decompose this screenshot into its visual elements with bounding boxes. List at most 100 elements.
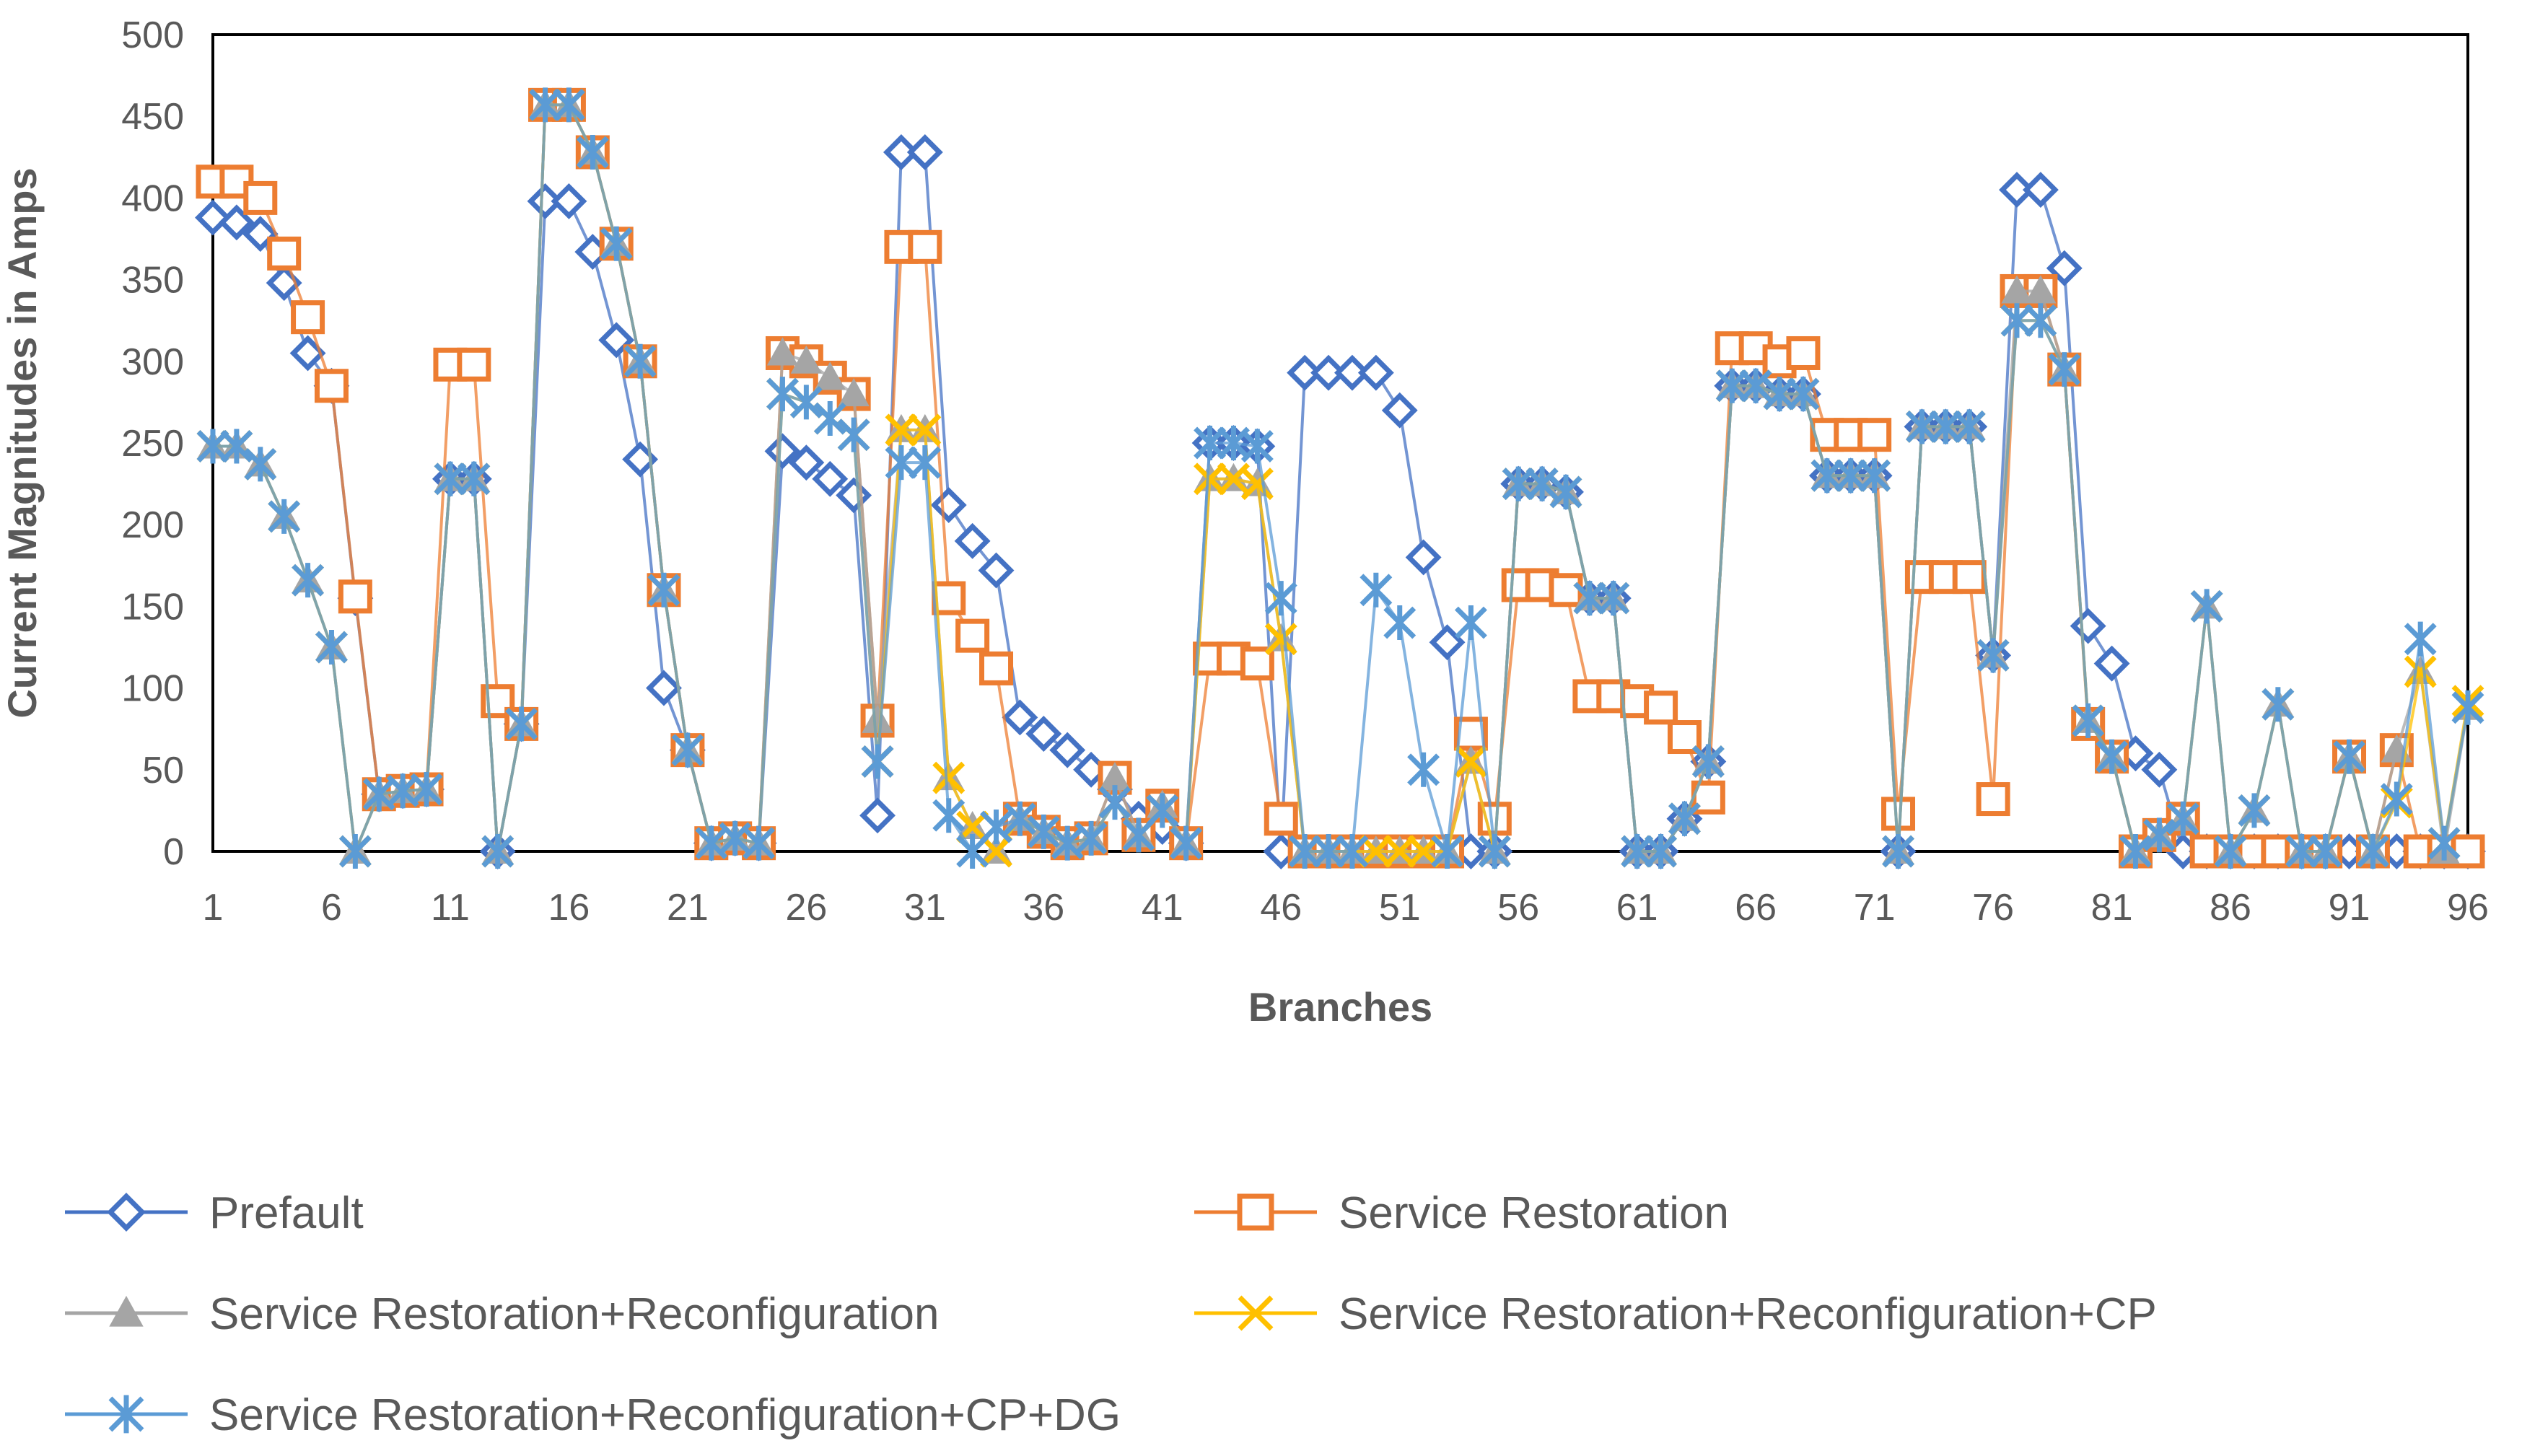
data-point (267, 236, 302, 271)
y-tick-label: 200 (121, 504, 184, 546)
data-point (576, 135, 609, 170)
y-axis-title: Current Magnitudes in Amps (0, 167, 45, 718)
data-point (932, 581, 966, 615)
data-point (1454, 745, 1487, 778)
data-point (2141, 751, 2178, 788)
data-point (930, 487, 967, 523)
x-tick-label: 31 (904, 887, 946, 929)
data-point (1407, 752, 1440, 787)
data-point (859, 797, 896, 834)
data-point (2048, 352, 2081, 387)
data-point (1098, 785, 1131, 820)
y-tick-label: 450 (121, 96, 184, 138)
legend-marker (107, 1193, 146, 1232)
data-point (2309, 834, 2342, 869)
y-tick-label: 150 (121, 586, 184, 628)
data-point (1359, 835, 1393, 868)
data-point (1454, 605, 1487, 641)
data-point (1668, 801, 1701, 836)
x-tick-label: 1 (203, 887, 224, 929)
data-point (2000, 303, 2033, 338)
data-point (434, 461, 467, 496)
data-point (1905, 409, 1938, 444)
data-point (766, 377, 799, 412)
data-point (671, 732, 704, 768)
legend-label: Service Restoration (1339, 1188, 1729, 1238)
data-point (1074, 820, 1108, 856)
data-point (1502, 466, 1535, 501)
data-point (908, 229, 942, 264)
data-point (906, 134, 943, 170)
x-tick-label: 11 (431, 887, 470, 929)
data-point (1834, 458, 1868, 494)
data-point (2285, 834, 2319, 869)
data-point (932, 761, 966, 794)
data-point (1359, 572, 1393, 608)
legend-marker (1237, 1193, 1274, 1231)
data-point (1786, 336, 1821, 370)
legend-item: Service Restoration+Reconfiguration+CP (1194, 1289, 2157, 1339)
data-point (2024, 303, 2057, 338)
data-point (1549, 573, 1583, 608)
data-point (1858, 458, 1891, 494)
data-point (1811, 458, 1844, 494)
data-point (218, 204, 255, 241)
x-tick-label: 51 (1379, 887, 1421, 929)
data-point (1573, 581, 1606, 616)
legend-marker (108, 1395, 144, 1434)
data-point (954, 522, 991, 559)
data-point (1597, 581, 1630, 616)
data-point (1549, 474, 1582, 509)
data-point (646, 670, 682, 706)
data-point (764, 433, 801, 470)
data-point (1525, 466, 1559, 501)
data-point (2166, 801, 2199, 836)
data-point (291, 300, 325, 335)
data-point (1929, 409, 1962, 444)
data-point (1763, 377, 1796, 412)
data-point (243, 180, 278, 215)
legend-marker (1238, 1295, 1274, 1331)
data-point (908, 445, 942, 481)
data-point (1407, 835, 1440, 868)
legend-label: Prefault (209, 1188, 364, 1238)
data-point (647, 572, 680, 608)
data-point (196, 429, 229, 464)
y-tick-label: 300 (121, 341, 184, 383)
series-line (213, 103, 2469, 857)
legend-label: Service Restoration+Reconfiguration+CP (1339, 1289, 2157, 1339)
x-axis-title: Branches (1248, 984, 1432, 1030)
data-point (1644, 690, 1678, 725)
data-point (1146, 793, 1179, 828)
data-point (838, 378, 870, 407)
data-point (1881, 797, 1916, 831)
data-point (836, 477, 872, 514)
data-point (813, 401, 846, 437)
data-point (220, 429, 253, 464)
y-tick-label: 50 (142, 750, 184, 791)
data-point (789, 385, 823, 420)
data-point (861, 744, 894, 779)
data-point (1240, 646, 1274, 681)
data-point (1003, 801, 1036, 836)
data-point (2356, 834, 2389, 869)
legend-item: Service Restoration (1194, 1188, 1729, 1238)
data-point (1312, 834, 1345, 869)
data-point (529, 87, 562, 123)
x-tick-label: 6 (321, 887, 342, 929)
x-tick-label: 86 (2210, 887, 2251, 929)
data-point (1122, 817, 1155, 853)
data-point (1240, 429, 1274, 464)
data-point (956, 834, 989, 869)
x-tick-label: 46 (1260, 887, 1302, 929)
data-point (1194, 426, 1227, 460)
data-point (812, 460, 849, 497)
data-point (623, 343, 657, 379)
data-point (2404, 621, 2437, 657)
legend-marker (109, 1295, 144, 1327)
x-tick-label: 91 (2329, 887, 2370, 929)
data-point (552, 87, 585, 123)
data-point (1170, 825, 1203, 861)
y-tick-label: 100 (121, 668, 184, 710)
